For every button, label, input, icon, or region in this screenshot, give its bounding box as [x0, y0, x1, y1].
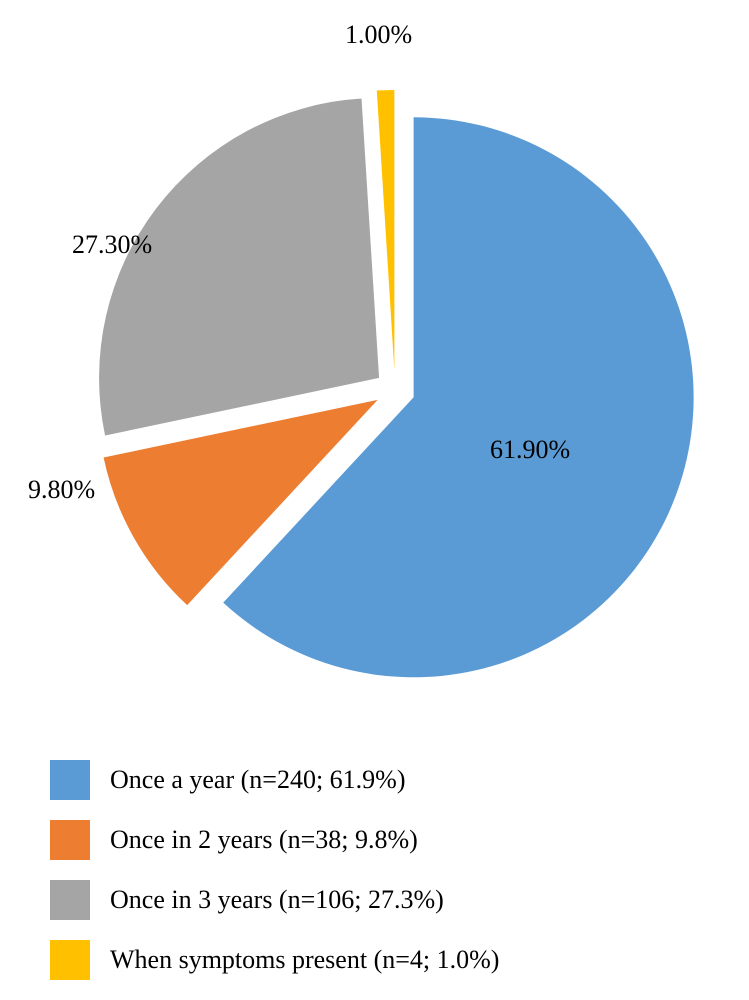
legend-swatch — [50, 760, 90, 800]
slice-label-once-a-year: 61.90% — [490, 435, 570, 465]
legend-item: When symptoms present (n=4; 1.0%) — [50, 940, 499, 980]
legend-swatch — [50, 820, 90, 860]
legend-swatch — [50, 940, 90, 980]
slice-label-once-in-2-years: 9.80% — [28, 475, 95, 505]
legend: Once a year (n=240; 61.9%) Once in 2 yea… — [50, 760, 499, 1000]
pie-slice-once-in-3-years — [99, 98, 379, 435]
legend-label: When symptoms present (n=4; 1.0%) — [110, 945, 499, 975]
legend-swatch — [50, 880, 90, 920]
pie-chart-container: 61.90% 9.80% 27.30% 1.00% — [0, 0, 749, 720]
legend-item: Once in 2 years (n=38; 9.8%) — [50, 820, 499, 860]
legend-label: Once in 2 years (n=38; 9.8%) — [110, 825, 418, 855]
pie-chart-svg — [0, 0, 749, 720]
legend-label: Once a year (n=240; 61.9%) — [110, 765, 406, 795]
legend-label: Once in 3 years (n=106; 27.3%) — [110, 885, 444, 915]
legend-item: Once in 3 years (n=106; 27.3%) — [50, 880, 499, 920]
slice-label-when-symptoms-present: 1.00% — [345, 20, 412, 50]
legend-item: Once a year (n=240; 61.9%) — [50, 760, 499, 800]
pie-slice-when-symptoms-present — [377, 90, 395, 370]
slice-label-once-in-3-years: 27.30% — [72, 230, 152, 260]
